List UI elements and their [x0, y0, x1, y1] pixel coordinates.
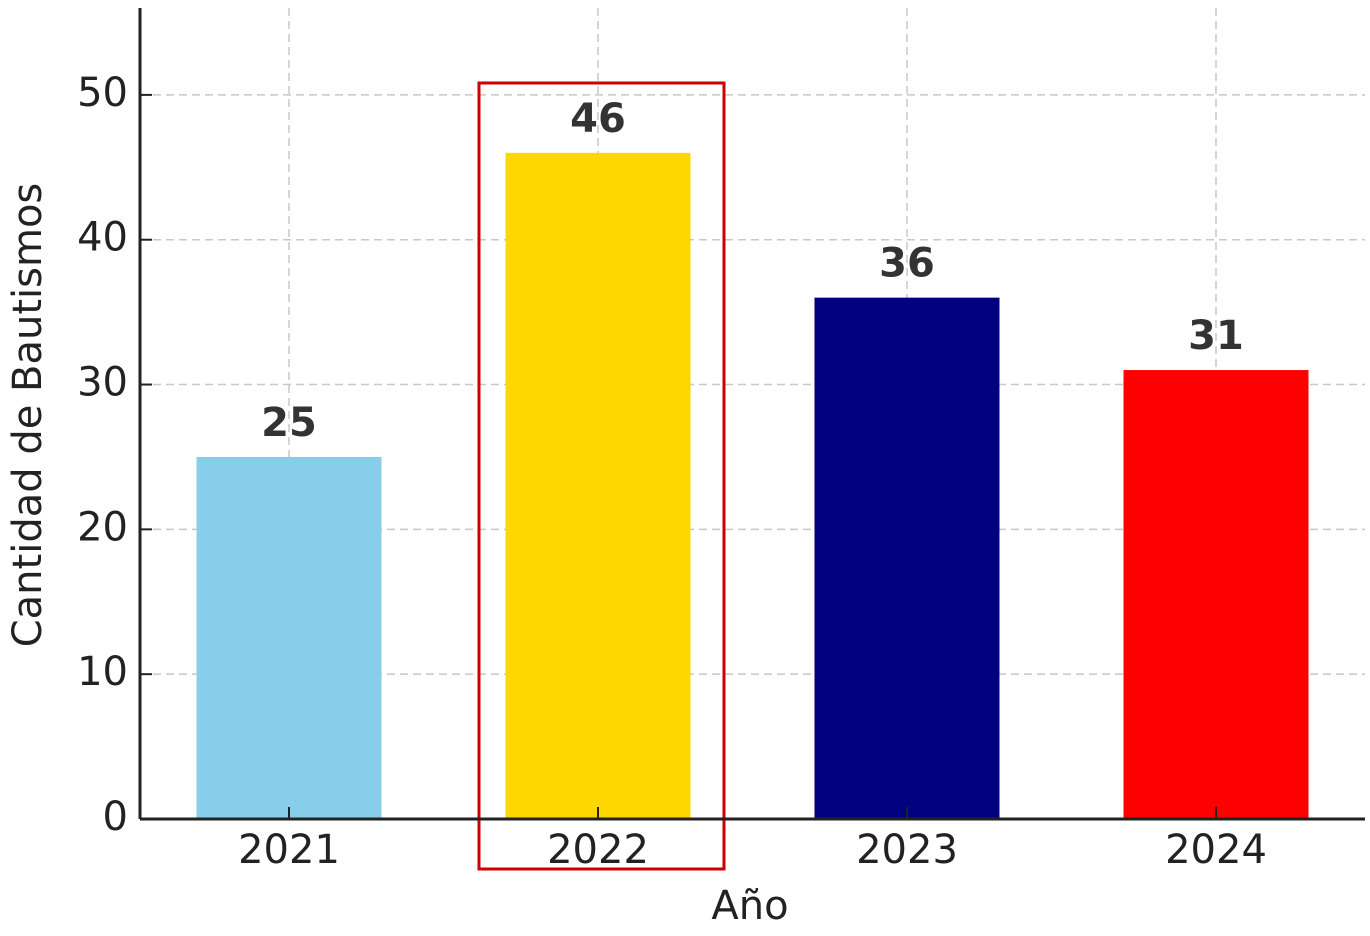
bar — [1123, 370, 1309, 819]
bar — [814, 297, 1000, 820]
x-tick-label: 2023 — [856, 827, 958, 873]
y-tick-label: 50 — [77, 70, 128, 116]
x-axis-label: Año — [711, 883, 788, 929]
highlight-box — [477, 81, 726, 871]
x-tick-label: 2022 — [547, 827, 649, 873]
data-label: 25 — [261, 400, 317, 446]
x-tick-label: 2021 — [238, 827, 340, 873]
y-tick-label: 20 — [77, 504, 128, 550]
bars — [196, 152, 1309, 820]
bar — [505, 152, 691, 820]
x-tick-label: 2024 — [1165, 827, 1267, 873]
data-label: 36 — [879, 241, 935, 287]
y-tick-label: 0 — [103, 794, 128, 840]
y-tick-label: 30 — [77, 360, 128, 406]
data-label: 46 — [570, 96, 626, 142]
data-label: 31 — [1188, 313, 1244, 359]
y-tick-label: 40 — [77, 215, 128, 261]
y-axis-label: Cantidad de Bautismos — [5, 183, 51, 648]
y-tick-label: 10 — [77, 649, 128, 695]
bar — [196, 456, 382, 819]
